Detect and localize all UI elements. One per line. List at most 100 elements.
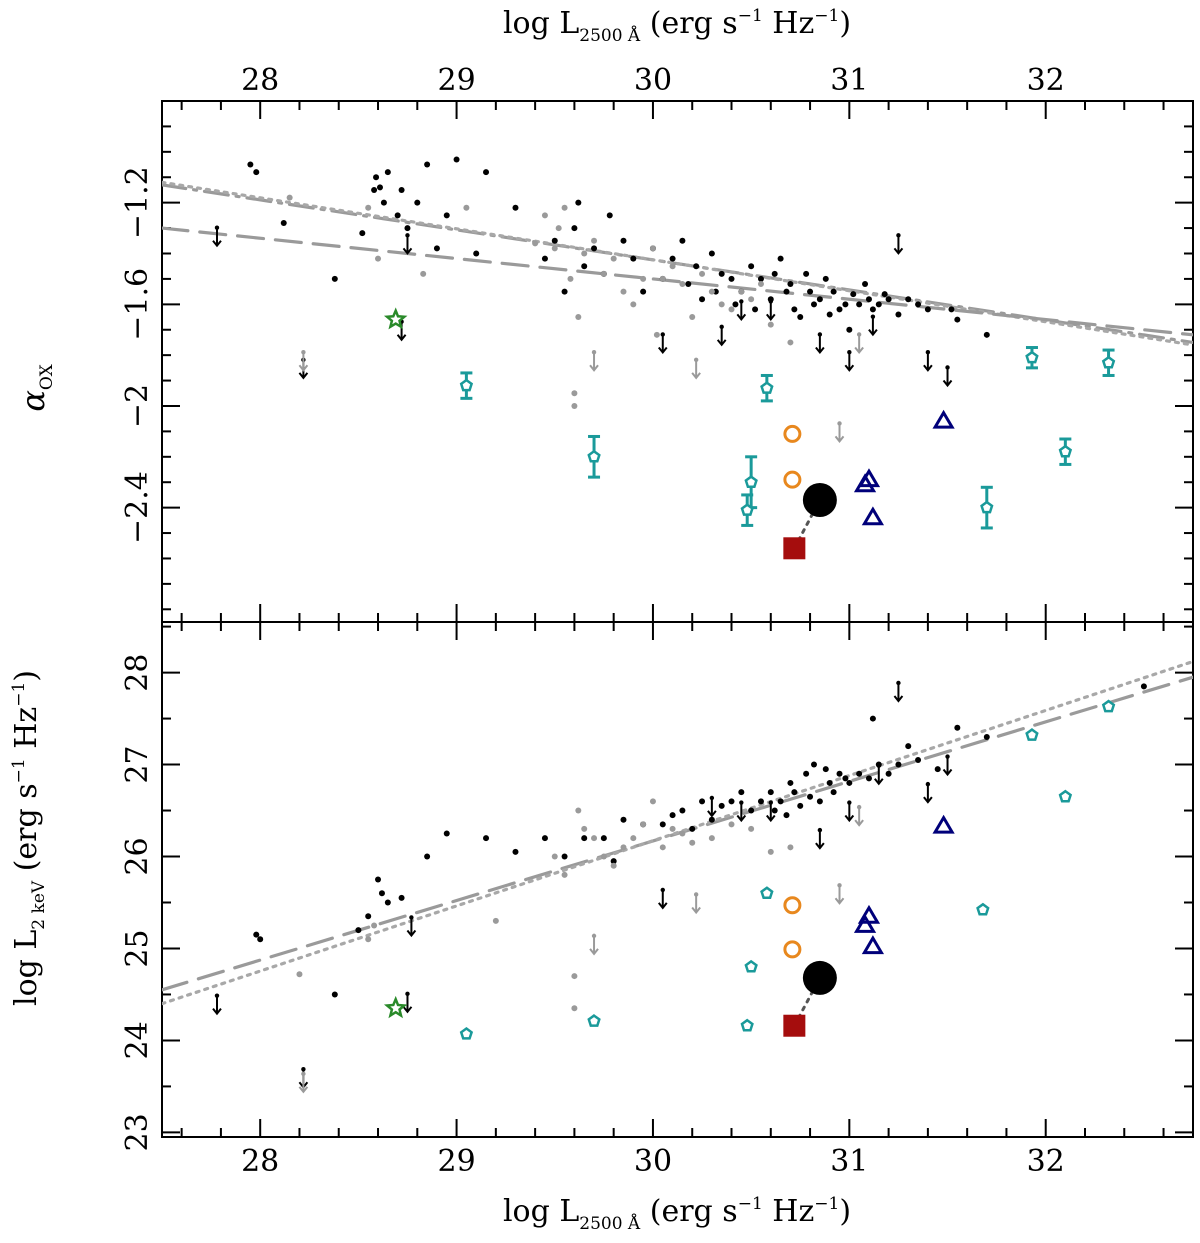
- upper-limit-head: [657, 902, 668, 910]
- top-point-detection: [571, 225, 578, 232]
- upper-limit-dot: [301, 1067, 306, 1072]
- top-point-detection: [767, 321, 774, 328]
- top-point-detection: [571, 402, 578, 409]
- bottom-point-triangle: [861, 935, 885, 955]
- top-point-upper-limit: [942, 365, 953, 388]
- top-point-detection: [836, 306, 843, 313]
- top-point-detection: [810, 301, 817, 308]
- top-point-detection: [846, 326, 853, 333]
- top-point-detection: [757, 280, 764, 287]
- bottom-point-pentagon: [1101, 699, 1116, 713]
- top-point-upper-limit: [736, 299, 747, 322]
- top-point-detection: [561, 288, 568, 295]
- bottom-point-detection: [869, 715, 876, 722]
- bottom-point-upper-limit: [942, 754, 953, 777]
- top-point-detection: [581, 263, 588, 270]
- upper-limit-dot: [405, 233, 410, 238]
- upper-limit-head: [298, 1086, 309, 1094]
- top-point-detection: [856, 301, 863, 308]
- top-point-upper-limit: [766, 299, 776, 322]
- bottom-point-detection: [581, 835, 588, 842]
- bottom-point-detection: [620, 816, 627, 823]
- top-point-detection: [748, 296, 755, 303]
- bottom-y-tick-label: 26: [120, 837, 155, 875]
- top-x-axis-title: log L2500 Å (erg s−1 Hz−1): [503, 6, 851, 46]
- bottom-point-upper-limit: [923, 781, 933, 804]
- bottom-point-upper-limit: [766, 800, 776, 823]
- upper-limit-head: [923, 796, 933, 804]
- top-point-upper-limit: [923, 350, 933, 372]
- upper-limit-dot: [660, 887, 665, 893]
- top-point-detection: [791, 306, 798, 313]
- top-plot-area: [162, 156, 1193, 560]
- top-point-detection: [551, 237, 558, 244]
- top-point-detection: [575, 199, 582, 206]
- bottom-point-detection: [296, 971, 303, 978]
- upper-limit-dot: [925, 350, 931, 355]
- upper-limit-head: [834, 897, 845, 905]
- upper-limit-head: [893, 247, 904, 255]
- upper-limit-dot: [925, 781, 931, 787]
- bottom-point-detection: [816, 798, 823, 805]
- bottom-point-detection: [384, 899, 391, 906]
- bottom-point-detection: [620, 844, 627, 851]
- bottom-point-detection: [728, 798, 735, 805]
- bottom-point-upper-limit: [691, 892, 701, 915]
- top-point-triangle: [857, 468, 881, 488]
- top-point-detection: [453, 156, 460, 163]
- bottom-point-upper-limit: [893, 680, 904, 703]
- top-point-detection: [728, 275, 735, 282]
- upper-limit-head: [942, 768, 953, 777]
- upper-limit-dot: [214, 225, 220, 230]
- bottom-point-upper-limit: [657, 887, 668, 910]
- top-point-detection: [394, 212, 401, 219]
- bottom-x-axis-title: log L2500 Å (erg s−1 Hz−1): [503, 1194, 851, 1234]
- upper-limit-head: [402, 1006, 413, 1014]
- upper-limit-dot: [301, 350, 306, 355]
- top-point-detection: [905, 296, 912, 303]
- bottom-point-upper-limit: [844, 800, 855, 823]
- top-point-detection: [591, 245, 598, 252]
- top-point-detection: [371, 186, 378, 193]
- top-point-detection: [732, 301, 739, 308]
- top-point-detection: [443, 212, 450, 219]
- top-point-detection: [404, 225, 411, 232]
- bottom-point-detection: [378, 890, 385, 897]
- top-point-detection: [718, 270, 725, 277]
- bottom-point-triangle: [853, 914, 877, 933]
- upper-limit-head: [298, 372, 309, 380]
- bottom-point-upper-limit: [834, 883, 845, 905]
- top-point-upper-limit: [589, 350, 599, 372]
- bottom-point-detection: [512, 848, 519, 855]
- top-point-detection: [669, 263, 676, 270]
- bottom-point-pentagon: [740, 1018, 754, 1032]
- bottom-point-upper-limit: [212, 993, 222, 1016]
- bottom-x-tick-label: 28: [241, 1144, 279, 1179]
- top-point-detection: [748, 263, 755, 270]
- bottom-point-pentagon: [760, 886, 774, 899]
- bottom-point-detection: [846, 779, 853, 786]
- bottom-point-detection: [365, 936, 372, 943]
- bottom-point-detection: [492, 917, 499, 924]
- top-point-detection: [954, 316, 961, 323]
- upper-limit-dot: [870, 314, 876, 319]
- top-point-detection: [591, 237, 598, 244]
- top-point-detection: [783, 288, 790, 295]
- upper-limit-dot: [719, 324, 724, 330]
- bottom-x-tick-label: 32: [1027, 1144, 1065, 1179]
- top-point-detection: [575, 314, 582, 321]
- top-point-detection: [376, 184, 383, 191]
- bottom-y-tick-label: 28: [120, 654, 155, 692]
- bottom-plot-area: [162, 659, 1193, 1094]
- top-x-tick-label: 32: [1027, 63, 1065, 98]
- top-point-detection: [331, 275, 338, 282]
- top-point-detection: [826, 311, 833, 318]
- top-point-orange-circle: [783, 424, 802, 443]
- bottom-point-detection: [807, 793, 814, 800]
- bottom-point-detection: [371, 922, 378, 929]
- top-point-detection: [797, 314, 804, 321]
- top-point-upper-limit: [834, 421, 845, 443]
- bottom-point-detection: [771, 807, 778, 814]
- bottom-point-detection: [443, 830, 450, 837]
